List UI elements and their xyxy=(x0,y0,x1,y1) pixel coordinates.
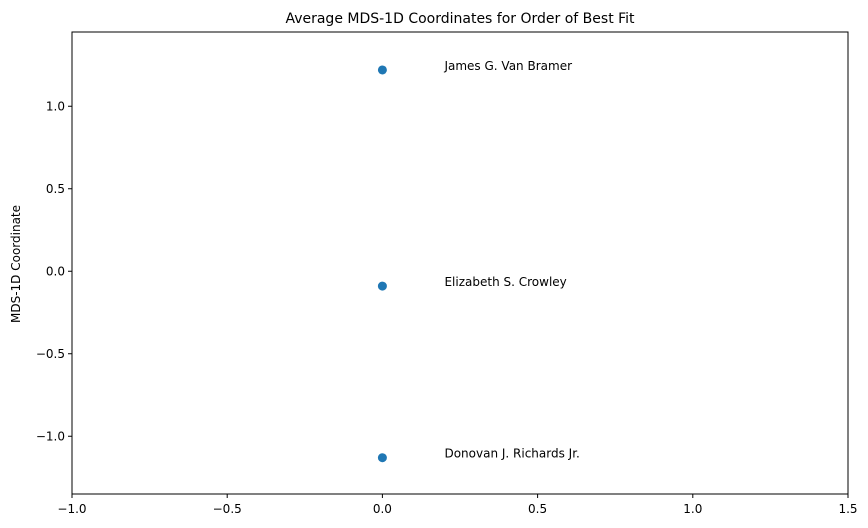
y-tick-label: 0.5 xyxy=(46,182,65,196)
point-label: Elizabeth S. Crowley xyxy=(444,275,566,289)
x-tick-label: 0.0 xyxy=(373,502,392,516)
y-tick-label: 0.0 xyxy=(46,264,65,278)
y-tick-label: 1.0 xyxy=(46,99,65,113)
y-axis: −1.0 −0.5 0.0 0.5 1.0 xyxy=(36,99,72,443)
point-label: James G. Van Bramer xyxy=(443,59,572,73)
chart-title: Average MDS-1D Coordinates for Order of … xyxy=(285,11,635,27)
point-annotations: James G. Van Bramer Elizabeth S. Crowley D… xyxy=(443,59,579,461)
scatter-point xyxy=(377,65,387,75)
plot-frame xyxy=(71,31,849,495)
scatter-point xyxy=(377,453,387,463)
scatter-point xyxy=(377,281,387,291)
y-tick-label: −0.5 xyxy=(36,347,65,361)
x-tick-label: 1.0 xyxy=(683,502,702,516)
y-axis-label: MDS-1D Coordinate xyxy=(9,205,23,323)
x-tick-label: −1.0 xyxy=(57,502,86,516)
x-axis: −1.0 −0.5 0.0 0.5 1.0 1.5 xyxy=(57,494,858,516)
point-label: Donovan J. Richards Jr. xyxy=(444,447,579,461)
x-tick-label: 0.5 xyxy=(528,502,547,516)
y-tick-label: −1.0 xyxy=(36,429,65,443)
x-tick-label: −0.5 xyxy=(213,502,242,516)
data-points xyxy=(377,65,387,463)
x-tick-label: 1.5 xyxy=(838,502,857,516)
